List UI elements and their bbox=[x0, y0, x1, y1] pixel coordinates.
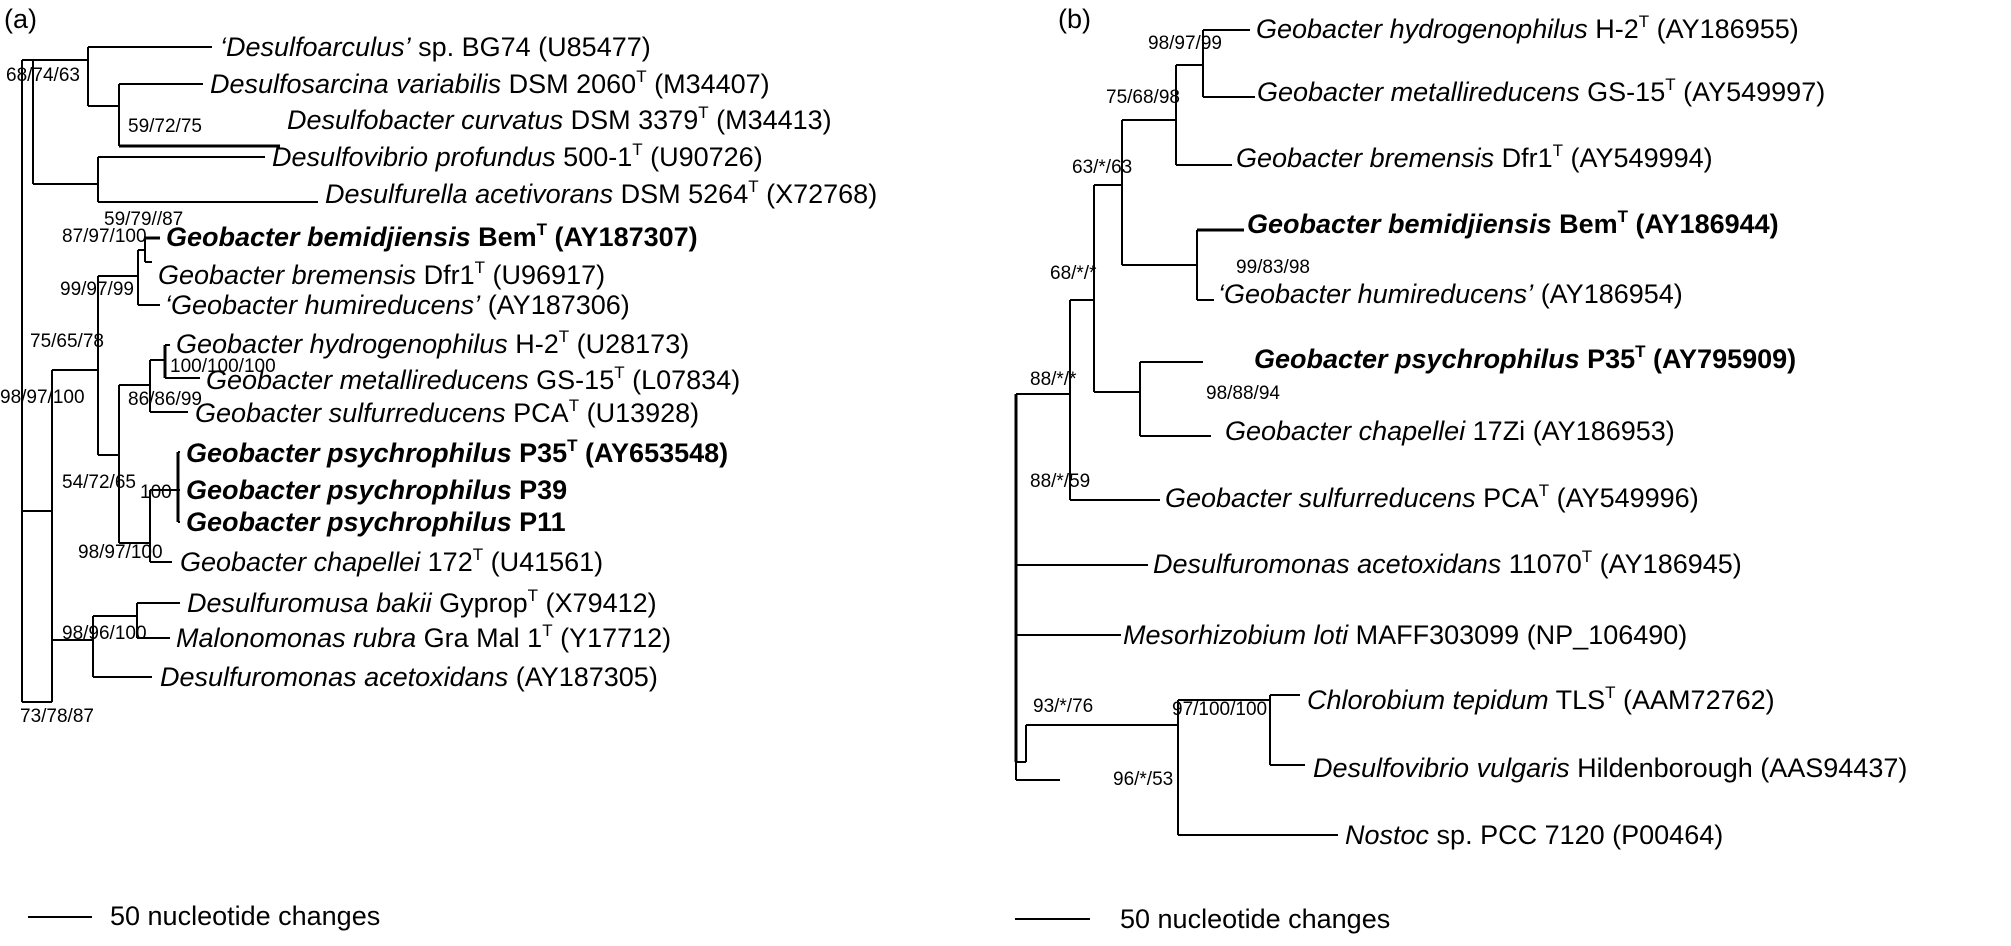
bootstrap-value: 59/79//87 bbox=[104, 209, 184, 230]
tree-a-branches bbox=[21, 46, 318, 918]
bootstrap-value: 99/97/99 bbox=[60, 279, 134, 300]
bootstrap-value: 96/*/53 bbox=[1113, 769, 1174, 790]
taxon-geobacter-hydrogenophilus: Geobacter hydrogenophilus H-2T (U28173) bbox=[176, 327, 690, 359]
bootstrap-value: 75/65/78 bbox=[30, 331, 104, 352]
taxon-desulfuromonas: Desulfuromonas acetoxidans (AY187305) bbox=[160, 662, 658, 692]
taxon-b-geobacter-hydrogenophilus: Geobacter hydrogenophilus H-2T (AY186955… bbox=[1256, 12, 1799, 44]
taxon-geobacter-bremensis: Geobacter bremensis Dfr1T (U96917) bbox=[158, 258, 606, 290]
scale-bar-label-a: 50 nucleotide changes bbox=[110, 901, 381, 931]
bootstrap-value: 88/*/* bbox=[1030, 369, 1077, 390]
tree-panel-a: (a) bbox=[0, 0, 1000, 946]
panel-b-label: (b) bbox=[1058, 4, 1091, 34]
bootstrap-value: 98/97/100 bbox=[0, 387, 85, 408]
taxon-geobacter-metallireducens: Geobacter metallireducens GS-15T (L07834… bbox=[206, 363, 741, 395]
taxon-desulfuromusa: Desulfuromusa bakii GypropT (X79412) bbox=[187, 586, 657, 618]
taxon-malonomonas: Malonomonas rubra Gra Mal 1T (Y17712) bbox=[176, 621, 672, 653]
bootstrap-value: 98/96/100 bbox=[62, 623, 147, 644]
taxon-b-geobacter-chapellei: Geobacter chapellei 17Zi (AY186953) bbox=[1225, 416, 1675, 446]
taxon-desulfurella: Desulfurella acetivorans DSM 5264T (X727… bbox=[325, 177, 878, 209]
taxon-desulfobacter: Desulfobacter curvatus DSM 3379T (M34413… bbox=[287, 103, 832, 135]
bootstrap-value: 100 bbox=[140, 482, 172, 503]
taxon-geobacter-chapellei: Geobacter chapellei 172T (U41561) bbox=[180, 545, 604, 577]
scale-bar-label-b: 50 nucleotide changes bbox=[1120, 904, 1391, 934]
taxon-geobacter-humireducens: ‘Geobacter humireducens’ (AY187306) bbox=[165, 290, 630, 320]
taxon-desulfosarcina: Desulfosarcina variabilis DSM 2060T (M34… bbox=[210, 67, 770, 99]
taxon-b-geobacter-metallireducens: Geobacter metallireducens GS-15T (AY5499… bbox=[1257, 75, 1826, 107]
taxon-geobacter-psychrophilus-p35: Geobacter psychrophilus P35T (AY653548) bbox=[186, 436, 729, 468]
bootstrap-value: 87/97/100 bbox=[62, 226, 147, 247]
taxon-geobacter-psychrophilus-p11: Geobacter psychrophilus P11 bbox=[186, 507, 566, 537]
taxon-geobacter-bemidjiensis: Geobacter bemidjiensis BemT (AY187307) bbox=[166, 220, 698, 252]
taxon-b-geobacter-humireducens: ‘Geobacter humireducens’ (AY186954) bbox=[1218, 279, 1683, 309]
bootstrap-value: 97/100/100 bbox=[1172, 699, 1268, 720]
taxon-b-geobacter-bremensis: Geobacter bremensis Dfr1T (AY549994) bbox=[1236, 141, 1713, 173]
taxon-desulfovibrio-profundus: Desulfovibrio profundus 500-1T (U90726) bbox=[272, 140, 763, 172]
taxon-geobacter-sulfurreducens: Geobacter sulfurreducens PCAT (U13928) bbox=[195, 396, 700, 428]
bootstrap-value: 68/*/* bbox=[1050, 263, 1097, 284]
bootstrap-value: 86/86/99 bbox=[128, 389, 202, 410]
taxon-b-geobacter-bemidjiensis: Geobacter bemidjiensis BemT (AY186944) bbox=[1247, 207, 1779, 239]
bootstrap-value: 98/97/100 bbox=[78, 542, 163, 563]
taxon-geobacter-psychrophilus-p39: Geobacter psychrophilus P39 bbox=[186, 475, 568, 505]
taxon-b-geobacter-psychrophilus: Geobacter psychrophilus P35T (AY795909) bbox=[1254, 342, 1797, 374]
bootstrap-value: 100/100/100 bbox=[170, 356, 276, 377]
bootstrap-value: 98/88/94 bbox=[1206, 383, 1280, 404]
taxon-b-desulfuromonas: Desulfuromonas acetoxidans 11070T (AY186… bbox=[1153, 547, 1742, 579]
bootstrap-value: 75/68/98 bbox=[1106, 87, 1180, 108]
bootstrap-value: 59/72/75 bbox=[128, 116, 202, 137]
bootstrap-value: 68/74/63 bbox=[6, 65, 80, 86]
taxon-desulfoarculus: ‘Desulfoarculus’ sp. BG74 (U85477) bbox=[220, 32, 651, 62]
bootstrap-value: 93/*/76 bbox=[1033, 696, 1094, 717]
taxon-b-chlorobium: Chlorobium tepidum TLST (AAM72762) bbox=[1307, 683, 1775, 715]
tree-panel-b: (b) bbox=[1000, 0, 2011, 946]
bootstrap-value: 98/97/99 bbox=[1148, 33, 1222, 54]
taxon-b-geobacter-sulfurreducens: Geobacter sulfurreducens PCAT (AY549996) bbox=[1165, 481, 1699, 513]
taxon-b-desulfovibrio-vulgaris: Desulfovibrio vulgaris Hildenborough (AA… bbox=[1313, 753, 1908, 783]
bootstrap-value: 99/83/98 bbox=[1236, 257, 1310, 278]
bootstrap-value: 54/72/65 bbox=[62, 472, 136, 493]
taxon-b-mesorhizobium: Mesorhizobium loti MAFF303099 (NP_106490… bbox=[1123, 620, 1688, 650]
taxon-b-nostoc: Nostoc sp. PCC 7120 (P00464) bbox=[1345, 820, 1724, 850]
bootstrap-value: 63/*/63 bbox=[1072, 157, 1133, 178]
bootstrap-value: 73/78/87 bbox=[20, 706, 94, 727]
bootstrap-value: 88/*/59 bbox=[1030, 471, 1091, 492]
panel-a-label: (a) bbox=[4, 4, 37, 34]
